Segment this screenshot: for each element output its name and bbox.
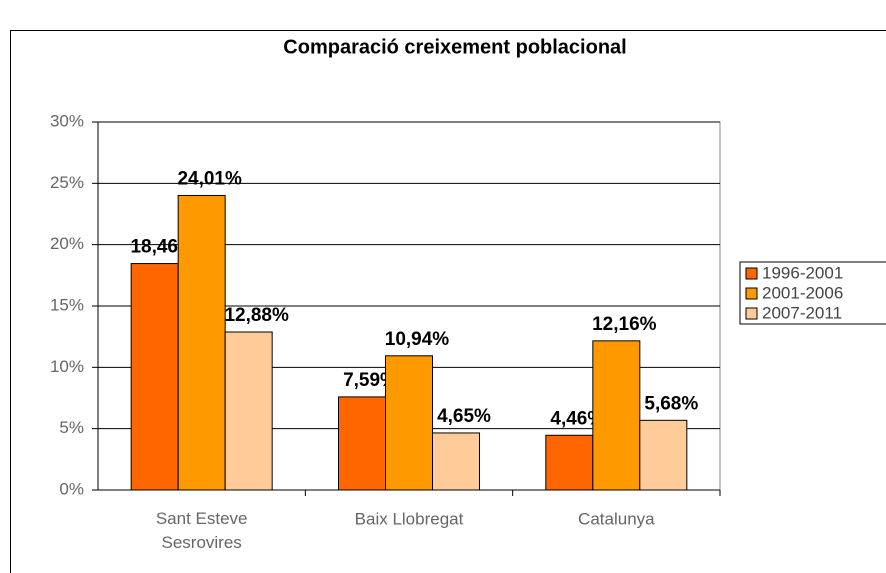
- y-tick-label: 5%: [59, 418, 84, 437]
- bar: [385, 355, 433, 491]
- y-tick-label: 30%: [50, 111, 84, 130]
- legend-box: [739, 261, 886, 325]
- data-label: 5,68%: [644, 393, 698, 414]
- bar: [639, 419, 688, 491]
- x-tick-label: Catalunya: [578, 509, 655, 528]
- y-tick-label: 0%: [59, 479, 84, 498]
- data-label: 7,59%: [343, 370, 397, 391]
- data-label: 10,94%: [385, 329, 450, 350]
- bar: [432, 432, 480, 491]
- y-tick-label: 20%: [50, 234, 84, 253]
- bar: [130, 263, 179, 491]
- chart-title: Comparació creixement poblacional: [283, 36, 626, 58]
- y-tick-label: 15%: [50, 295, 84, 314]
- bar: [545, 434, 594, 491]
- x-tick-label: Sant Esteve Sesrovires: [156, 509, 248, 552]
- bar: [592, 340, 641, 491]
- legend-label: 2001-2006: [762, 283, 843, 302]
- bar: [177, 194, 226, 491]
- y-tick-label: 25%: [50, 173, 84, 192]
- legend-label: 2007-2011: [762, 303, 842, 322]
- data-label: 12,88%: [224, 305, 289, 326]
- data-label: 12,16%: [592, 314, 657, 335]
- bar: [224, 331, 273, 491]
- y-tick-label: 10%: [50, 357, 84, 376]
- legend-swatch: [745, 267, 758, 280]
- x-tick-label: Baix Llobregat: [355, 509, 464, 528]
- bar: [338, 396, 386, 491]
- data-label: 4,65%: [437, 406, 491, 427]
- data-label: 24,01%: [177, 168, 242, 189]
- data-label: 4,46%: [550, 408, 604, 429]
- legend-swatch: [745, 307, 758, 320]
- legend-swatch: [745, 287, 758, 300]
- legend-label: 1996-2001: [762, 263, 843, 282]
